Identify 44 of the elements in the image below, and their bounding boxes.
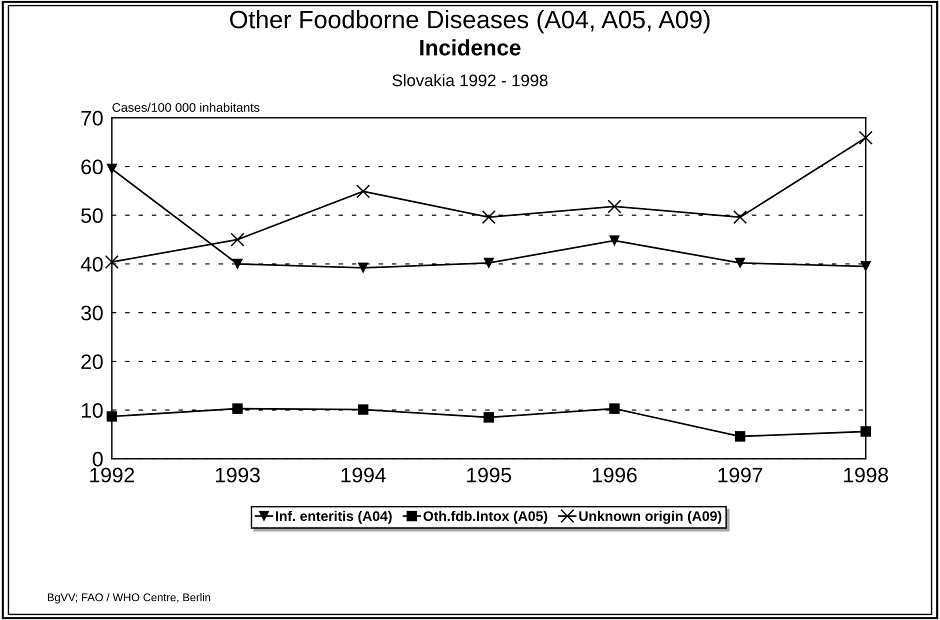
point <box>104 255 119 269</box>
point <box>232 258 243 270</box>
point <box>106 411 118 422</box>
point <box>733 210 748 224</box>
point <box>860 426 871 437</box>
point <box>230 232 244 247</box>
point <box>356 184 370 198</box>
point <box>608 200 622 214</box>
x-tick-label: 1992 <box>90 468 134 482</box>
y-axis-title: Cases/100 000 inhabitants <box>112 102 260 112</box>
point <box>734 258 746 268</box>
point <box>232 403 243 414</box>
x-tick-label: 1994 <box>342 468 386 482</box>
text: Slovakia 1992 - 1998 <box>392 74 548 86</box>
legend-label: Oth.fdb.Intox (A05) <box>424 510 548 524</box>
legend-label: Inf. enteritis (A04) <box>276 510 392 524</box>
y-tick-label: 0 <box>92 452 103 467</box>
y-tick-label: 10 <box>82 403 103 418</box>
point <box>484 412 494 423</box>
y-tick-label: 70 <box>81 110 103 126</box>
point <box>609 403 620 414</box>
y-tick-label: 60 <box>81 160 103 174</box>
legend-label: Unknown origin (A09) <box>579 510 722 524</box>
point <box>858 130 873 145</box>
point <box>358 262 368 274</box>
point <box>484 258 494 268</box>
point <box>860 261 871 272</box>
y-tick-label: 40 <box>80 256 103 272</box>
point <box>609 235 620 246</box>
x-tick-label: 1993 <box>216 468 260 482</box>
chart-subtitle: Incidence <box>420 39 520 56</box>
point <box>482 210 496 224</box>
text: BgVV; FAO / WHO Centre, Berlin <box>48 593 210 604</box>
y-tick-label: 20 <box>81 354 103 370</box>
y-tick-label: 50 <box>81 208 103 223</box>
chart-title: Other Foodborne Diseases (A04, A05, A09) <box>230 10 710 34</box>
x-tick-label: 1995 <box>467 468 512 482</box>
x-tick-label: 1998 <box>844 468 888 482</box>
y-tick-label: 30 <box>81 306 103 320</box>
point <box>734 431 746 442</box>
point <box>358 404 368 415</box>
x-tick-label: 1997 <box>718 468 762 482</box>
point <box>106 164 118 174</box>
x-tick-label: 1996 <box>592 468 637 482</box>
